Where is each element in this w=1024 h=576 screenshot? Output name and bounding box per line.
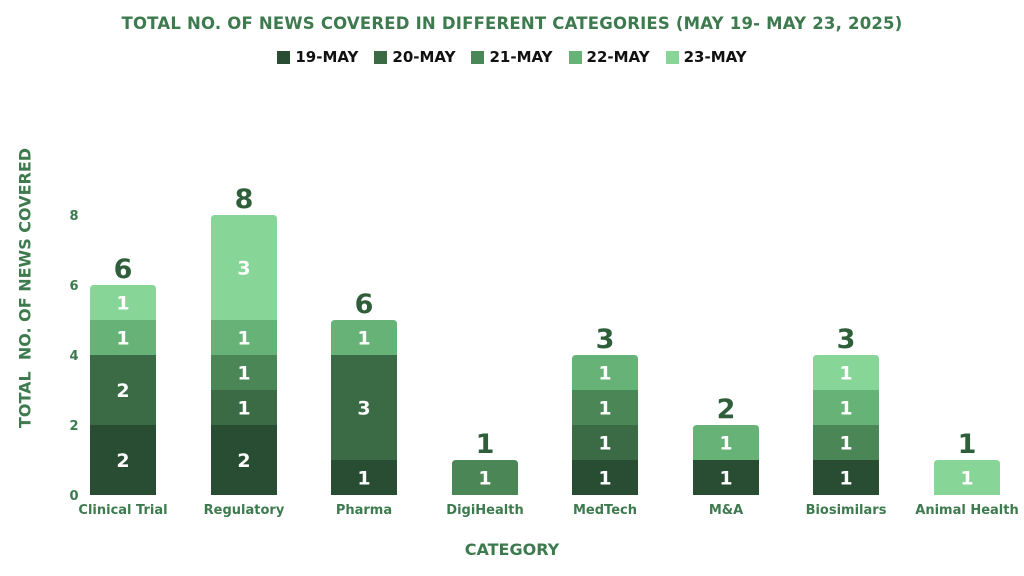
segment-value-label: 3 (357, 398, 370, 420)
legend-swatch (277, 50, 291, 64)
segment-value-label: 2 (116, 380, 129, 402)
x-tick-label: Regulatory (204, 503, 285, 518)
bar-segment (211, 215, 277, 320)
x-tick-label: MedTech (573, 503, 637, 518)
legend-swatch (471, 50, 485, 64)
segment-value-label: 1 (478, 468, 491, 490)
legend: 19-MAY 20-MAY 21-MAY 22-MAY 23-MAY (0, 48, 1024, 66)
y-tick-label: 8 (69, 209, 78, 224)
y-tick-label: 0 (69, 489, 78, 504)
legend-item-20-may: 20-MAY (374, 48, 455, 66)
total-value-label: 2 (717, 394, 736, 425)
total-value-label: 6 (114, 254, 133, 285)
segment-value-label: 1 (839, 468, 852, 490)
segment-value-label: 1 (839, 363, 852, 385)
bar-segment (452, 460, 518, 495)
bar-segment (331, 460, 397, 495)
segment-value-label: 1 (237, 398, 250, 420)
x-tick-label: Animal Health (915, 503, 1018, 518)
segment-value-label: 1 (960, 468, 973, 490)
segment-value-label: 1 (116, 328, 129, 350)
legend-swatch (374, 50, 388, 64)
total-value-label: 3 (837, 324, 856, 355)
segment-value-label: 1 (237, 363, 250, 385)
segment-value-label: 1 (598, 433, 611, 455)
bar-segment (211, 320, 277, 355)
bar-segment (211, 425, 277, 495)
bar-segment (90, 425, 156, 495)
legend-swatch (568, 50, 582, 64)
y-tick-label: 4 (69, 349, 78, 364)
total-value-label: 1 (476, 429, 495, 460)
segment-value-label: 1 (598, 468, 611, 490)
segment-value-label: 1 (839, 398, 852, 420)
bar-segment (934, 460, 1000, 495)
x-tick-label: Pharma (336, 503, 392, 518)
legend-label: 22-MAY (586, 48, 650, 66)
chart-title: TOTAL NO. OF NEWS COVERED IN DIFFERENT C… (121, 14, 903, 33)
bar-segment (813, 390, 879, 425)
segment-value-label: 1 (598, 398, 611, 420)
segment-value-label: 1 (116, 293, 129, 315)
bar-segment (572, 425, 638, 460)
y-tick-label: 6 (69, 279, 78, 294)
bar-segment (813, 425, 879, 460)
y-axis-label: TOTAL NO. OF NEWS COVERED (15, 147, 35, 429)
y-tick-label: 2 (69, 419, 78, 434)
x-axis-label: CATEGORY (464, 540, 560, 559)
legend-item-22-may: 22-MAY (568, 48, 650, 66)
bar-segment (693, 460, 759, 495)
legend-item-19-may: 19-MAY (277, 48, 358, 66)
total-value-label: 3 (596, 324, 615, 355)
bar-segment (572, 460, 638, 495)
segment-value-label: 1 (357, 468, 370, 490)
bar-segment (90, 355, 156, 425)
bar-segment (813, 460, 879, 495)
legend-label: 23-MAY (683, 48, 747, 66)
segment-value-label: 1 (357, 328, 370, 350)
segment-value-label: 1 (719, 468, 732, 490)
bar-segment (331, 320, 397, 355)
segment-value-label: 2 (237, 450, 250, 472)
segment-value-label: 1 (719, 433, 732, 455)
legend-item-21-may: 21-MAY (471, 48, 553, 66)
total-value-label: 1 (958, 429, 977, 460)
bar-segment (211, 390, 277, 425)
segment-value-label: 1 (598, 363, 611, 385)
bar-segment (90, 320, 156, 355)
bar-segment (331, 355, 397, 460)
x-tick-label: Clinical Trial (78, 503, 167, 518)
legend-label: 19-MAY (295, 48, 359, 66)
bar-segment (572, 390, 638, 425)
bar-segment (572, 355, 638, 390)
bar-segment (813, 355, 879, 390)
legend-swatch (665, 50, 679, 64)
legend-item-23-may: 23-MAY (665, 48, 747, 66)
total-value-label: 6 (355, 289, 374, 320)
segment-value-label: 1 (237, 328, 250, 350)
total-value-label: 8 (235, 184, 254, 215)
legend-label: 20-MAY (392, 48, 456, 66)
bar-segment (90, 285, 156, 320)
segment-value-label: 1 (839, 433, 852, 455)
segment-value-label: 2 (116, 450, 129, 472)
legend-label: 21-MAY (489, 48, 553, 66)
x-tick-label: M&A (709, 503, 743, 518)
x-tick-label: Biosimilars (806, 503, 887, 518)
bar-segment (211, 355, 277, 390)
x-tick-label: DigiHealth (446, 503, 523, 518)
segment-value-label: 3 (237, 258, 250, 280)
bar-segment (693, 425, 759, 460)
